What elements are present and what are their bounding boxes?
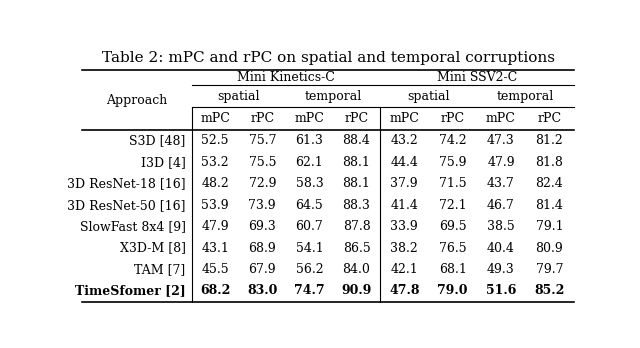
Text: 87.8: 87.8: [342, 220, 371, 233]
Text: TimeSfomer [2]: TimeSfomer [2]: [75, 284, 186, 298]
Text: 83.0: 83.0: [247, 284, 278, 298]
Text: 81.4: 81.4: [536, 199, 563, 212]
Text: 43.7: 43.7: [487, 177, 515, 190]
Text: mPC: mPC: [294, 112, 324, 125]
Text: 61.3: 61.3: [296, 134, 323, 148]
Text: 46.7: 46.7: [487, 199, 515, 212]
Text: 48.2: 48.2: [202, 177, 229, 190]
Text: temporal: temporal: [497, 89, 554, 103]
Text: 64.5: 64.5: [296, 199, 323, 212]
Text: 81.8: 81.8: [536, 156, 563, 169]
Text: 75.5: 75.5: [248, 156, 276, 169]
Text: rPC: rPC: [250, 112, 275, 125]
Text: temporal: temporal: [305, 89, 362, 103]
Text: 43.1: 43.1: [201, 242, 229, 255]
Text: 82.4: 82.4: [536, 177, 563, 190]
Text: 90.9: 90.9: [341, 284, 372, 298]
Text: I3D [4]: I3D [4]: [141, 156, 186, 169]
Text: 47.3: 47.3: [487, 134, 515, 148]
Text: 38.5: 38.5: [487, 220, 515, 233]
Text: SlowFast 8x4 [9]: SlowFast 8x4 [9]: [79, 220, 186, 233]
Text: 51.6: 51.6: [486, 284, 516, 298]
Text: 72.1: 72.1: [439, 199, 467, 212]
Text: TAM [7]: TAM [7]: [134, 263, 186, 276]
Text: 45.5: 45.5: [202, 263, 229, 276]
Text: 79.7: 79.7: [536, 263, 563, 276]
Text: 80.9: 80.9: [536, 242, 563, 255]
Text: 56.2: 56.2: [296, 263, 323, 276]
Text: spatial: spatial: [218, 89, 260, 103]
Text: 88.1: 88.1: [342, 177, 371, 190]
Text: 53.2: 53.2: [202, 156, 229, 169]
Text: 71.5: 71.5: [439, 177, 467, 190]
Text: 88.3: 88.3: [342, 199, 371, 212]
Text: 40.4: 40.4: [487, 242, 515, 255]
Text: X3D-M [8]: X3D-M [8]: [120, 242, 186, 255]
Text: 52.5: 52.5: [202, 134, 229, 148]
Text: 44.4: 44.4: [390, 156, 418, 169]
Text: 69.5: 69.5: [439, 220, 467, 233]
Text: 3D ResNet-50 [16]: 3D ResNet-50 [16]: [67, 199, 186, 212]
Text: 81.2: 81.2: [536, 134, 563, 148]
Text: Mini Kinetics-C: Mini Kinetics-C: [237, 71, 335, 84]
Text: 47.9: 47.9: [487, 156, 515, 169]
Text: 42.1: 42.1: [390, 263, 418, 276]
Text: rPC: rPC: [440, 112, 465, 125]
Text: 72.9: 72.9: [248, 177, 276, 190]
Text: mPC: mPC: [486, 112, 516, 125]
Text: 54.1: 54.1: [296, 242, 323, 255]
Text: 41.4: 41.4: [390, 199, 418, 212]
Text: 33.9: 33.9: [390, 220, 418, 233]
Text: 60.7: 60.7: [296, 220, 323, 233]
Text: Approach: Approach: [106, 94, 168, 106]
Text: rPC: rPC: [344, 112, 369, 125]
Text: mPC: mPC: [389, 112, 419, 125]
Text: Mini SSV2-C: Mini SSV2-C: [436, 71, 517, 84]
Text: 38.2: 38.2: [390, 242, 418, 255]
Text: 88.1: 88.1: [342, 156, 371, 169]
Text: 74.7: 74.7: [294, 284, 324, 298]
Text: Table 2: mPC and rPC on spatial and temporal corruptions: Table 2: mPC and rPC on spatial and temp…: [102, 51, 554, 65]
Text: 86.5: 86.5: [342, 242, 371, 255]
Text: 88.4: 88.4: [342, 134, 371, 148]
Text: 53.9: 53.9: [202, 199, 229, 212]
Text: 49.3: 49.3: [487, 263, 515, 276]
Text: 84.0: 84.0: [342, 263, 371, 276]
Text: 68.9: 68.9: [248, 242, 276, 255]
Text: mPC: mPC: [200, 112, 230, 125]
Text: 68.1: 68.1: [438, 263, 467, 276]
Text: spatial: spatial: [407, 89, 450, 103]
Text: 79.1: 79.1: [536, 220, 563, 233]
Text: 75.7: 75.7: [248, 134, 276, 148]
Text: 3D ResNet-18 [16]: 3D ResNet-18 [16]: [67, 177, 186, 190]
Text: 76.5: 76.5: [439, 242, 467, 255]
Text: 68.2: 68.2: [200, 284, 230, 298]
Text: 79.0: 79.0: [437, 284, 468, 298]
Text: 73.9: 73.9: [248, 199, 276, 212]
Text: 67.9: 67.9: [248, 263, 276, 276]
Text: 85.2: 85.2: [534, 284, 564, 298]
Text: 74.2: 74.2: [439, 134, 467, 148]
Text: 69.3: 69.3: [248, 220, 276, 233]
Text: 37.9: 37.9: [390, 177, 418, 190]
Text: 47.8: 47.8: [389, 284, 419, 298]
Text: rPC: rPC: [537, 112, 561, 125]
Text: 47.9: 47.9: [202, 220, 229, 233]
Text: 58.3: 58.3: [296, 177, 323, 190]
Text: 43.2: 43.2: [390, 134, 418, 148]
Text: 62.1: 62.1: [296, 156, 323, 169]
Text: 75.9: 75.9: [439, 156, 467, 169]
Text: S3D [48]: S3D [48]: [129, 134, 186, 148]
